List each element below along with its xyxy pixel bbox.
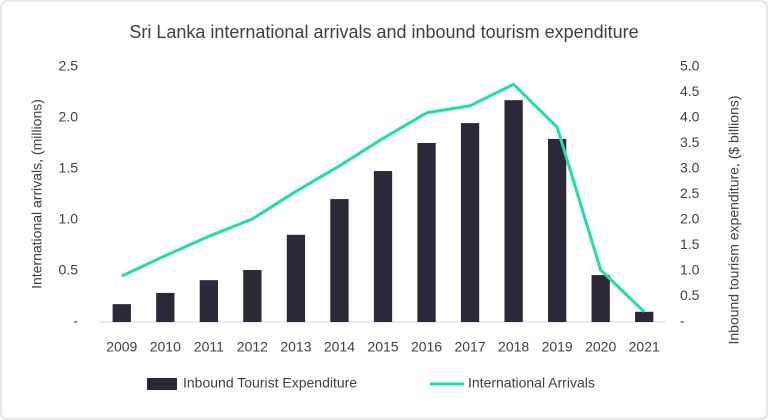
y2-tick-label: 4.5 — [680, 83, 700, 99]
y-tick-label: 2.0 — [59, 109, 79, 125]
y-tick-label: 0.5 — [59, 262, 79, 278]
x-tick-label: 2018 — [498, 339, 529, 355]
y2-tick-label: 4.0 — [680, 109, 700, 125]
x-tick-label: 2020 — [585, 339, 616, 355]
x-tick-label: 2014 — [324, 339, 355, 355]
y2-tick-label: 1.0 — [680, 262, 700, 278]
y2-tick-label: 3.5 — [680, 134, 700, 150]
y-tick-label: - — [73, 313, 78, 329]
bar — [243, 269, 262, 322]
x-tick-label: 2019 — [542, 339, 573, 355]
bar — [460, 123, 480, 322]
line — [121, 82, 646, 313]
y2-axis-label: Inbound tourism expenditure, ($ billions… — [726, 95, 742, 344]
bar — [591, 275, 610, 322]
y2-tick-label: 2.0 — [680, 211, 700, 227]
bar — [156, 292, 175, 322]
y-tick-label: 2.5 — [59, 58, 79, 74]
bar — [504, 100, 523, 323]
legend-swatch — [147, 378, 177, 390]
y2-tick-label: 1.5 — [680, 236, 700, 252]
x-tick-label: 2010 — [150, 339, 181, 355]
y-tick-label: 1.5 — [59, 160, 79, 176]
x-tick-label: 2021 — [629, 339, 660, 355]
bar — [286, 234, 306, 322]
bar — [417, 142, 436, 322]
x-tick-label: 2015 — [367, 339, 398, 355]
x-tick-label: 2011 — [194, 339, 224, 355]
y2-tick-label: 0.5 — [680, 287, 700, 303]
x-tick-label: 2012 — [237, 339, 268, 355]
y2-tick-label: - — [680, 313, 685, 329]
x-tick-label: 2017 — [454, 339, 485, 355]
legend-label: Inbound Tourist Expenditure — [183, 375, 357, 391]
y-tick-label: 1.0 — [59, 211, 79, 227]
y2-tick-label: 3.0 — [680, 160, 700, 176]
bar — [112, 304, 131, 322]
x-tick-label: 2009 — [106, 339, 137, 355]
legend-label: International Arrivals — [468, 375, 595, 391]
x-tick-label: 2013 — [280, 339, 311, 355]
y2-tick-label: 5.0 — [680, 58, 700, 74]
bar — [330, 199, 349, 322]
bar — [635, 311, 654, 322]
y-axis-label: International arrivals, (millions) — [29, 99, 45, 289]
bar — [199, 280, 218, 322]
chart-title: Sri Lanka international arrivals and inb… — [129, 22, 638, 42]
x-tick-label: 2016 — [411, 339, 442, 355]
y2-tick-label: 2.5 — [680, 185, 700, 201]
bar — [373, 171, 393, 322]
bar — [548, 138, 567, 322]
